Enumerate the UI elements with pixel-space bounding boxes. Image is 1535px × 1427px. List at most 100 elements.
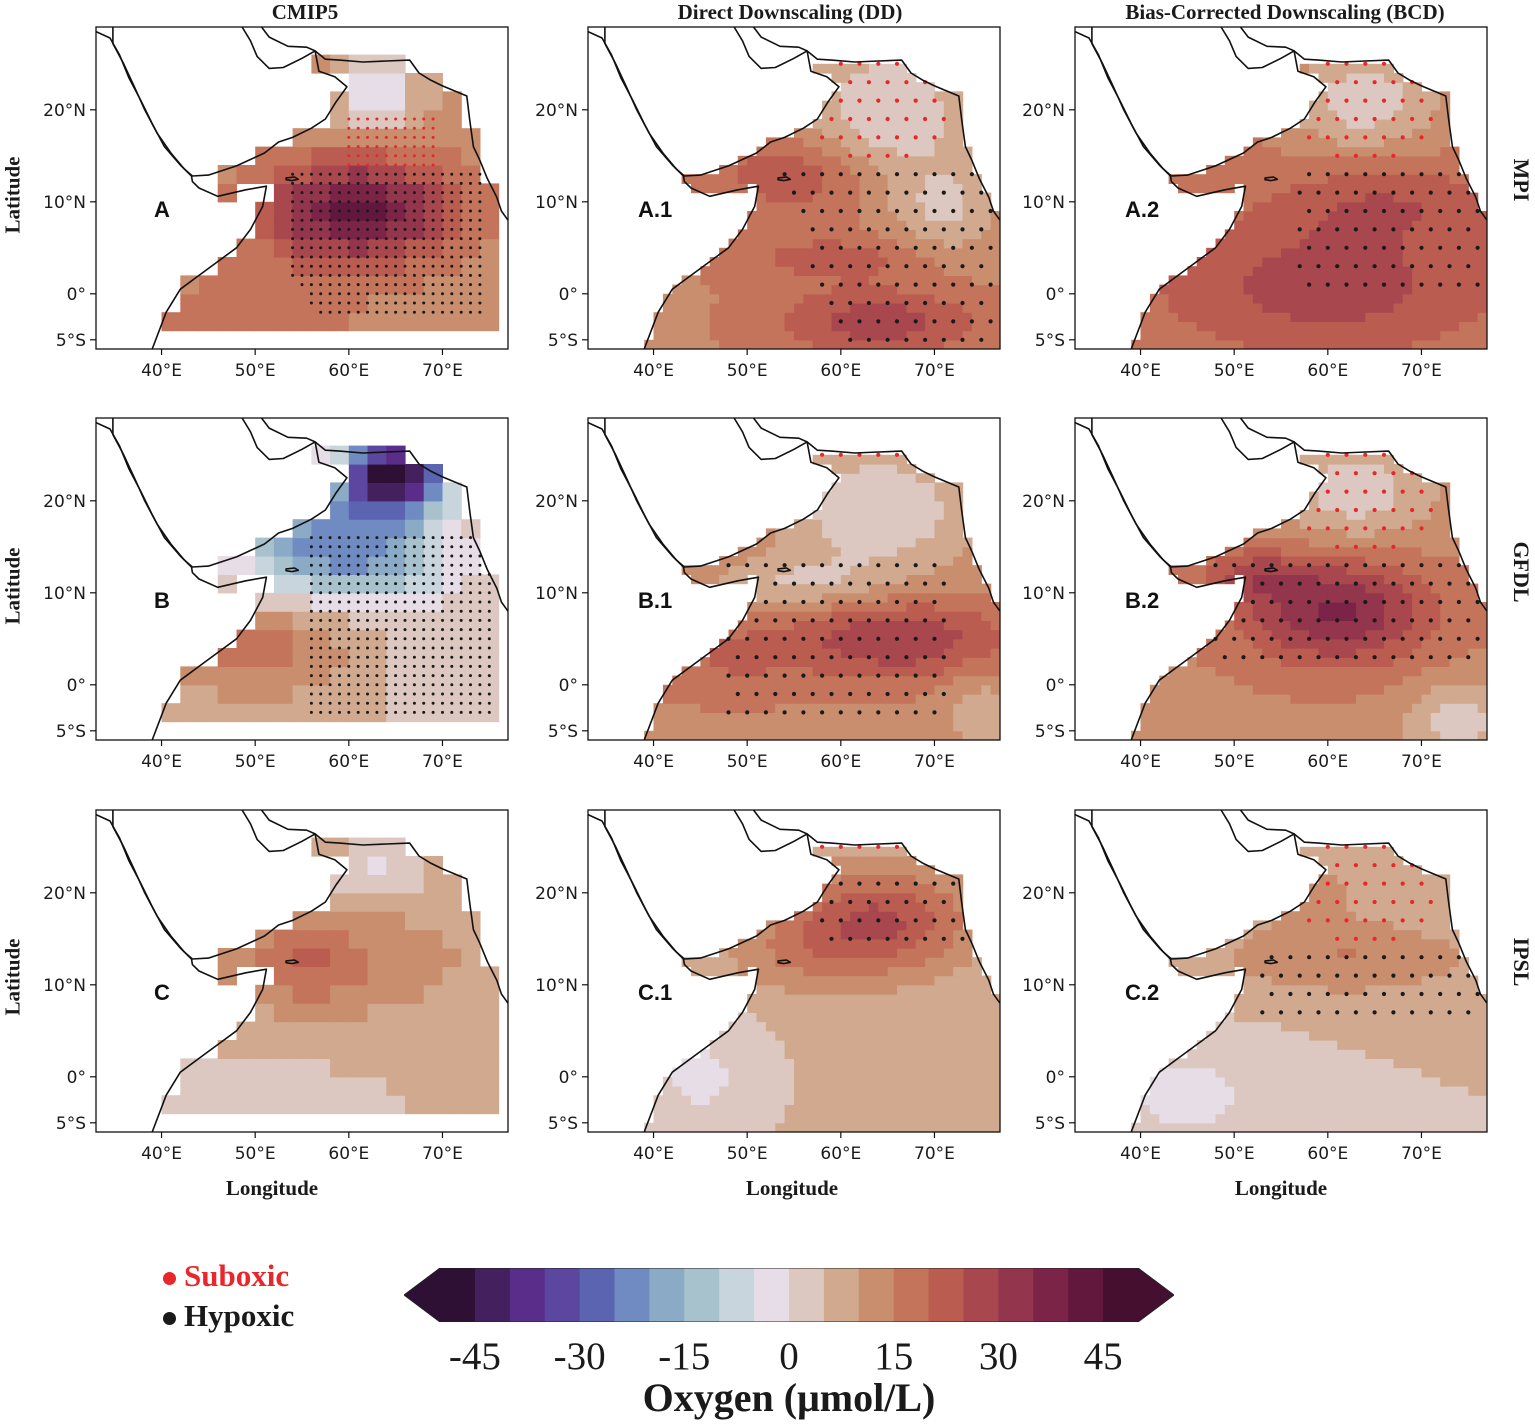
- hypoxic-marker: [441, 664, 444, 668]
- grid-cell: [1449, 565, 1460, 575]
- grid-cell: [822, 602, 833, 612]
- grid-cell: [831, 211, 842, 221]
- grid-cell: [672, 703, 683, 713]
- hypoxic-marker: [431, 554, 435, 558]
- grid-cell: [887, 293, 898, 304]
- grid-cell: [1440, 721, 1451, 732]
- grid-cell: [1374, 183, 1385, 194]
- grid-cell: [1430, 528, 1441, 539]
- grid-cell: [1449, 592, 1460, 603]
- grid-cell: [850, 528, 861, 539]
- grid-cell: [1327, 247, 1338, 258]
- hypoxic-marker: [366, 628, 369, 632]
- hypoxic-marker: [469, 582, 472, 586]
- grid-cell: [1224, 694, 1235, 704]
- grid-cell: [1374, 192, 1385, 203]
- grid-cell: [1374, 339, 1385, 349]
- grid-cell: [1252, 565, 1263, 575]
- grid-cell: [1243, 556, 1254, 566]
- grid-cell: [1402, 100, 1413, 111]
- hypoxic-marker: [469, 292, 472, 296]
- grid-cell: [479, 238, 500, 258]
- suboxic-marker: [857, 98, 862, 103]
- suboxic-marker: [431, 154, 435, 158]
- grid-cell: [878, 330, 889, 341]
- grid-cell: [1421, 629, 1432, 640]
- grid-cell: [803, 266, 814, 276]
- hypoxic-marker: [1297, 190, 1302, 195]
- grid-cell: [962, 556, 973, 566]
- suboxic-marker: [375, 135, 379, 139]
- grid-cell: [943, 293, 954, 304]
- grid-cell: [1449, 629, 1460, 640]
- grid-cell: [199, 1095, 219, 1115]
- hypoxic-marker: [848, 264, 853, 269]
- grid-cell: [1234, 556, 1245, 566]
- grid-cell: [1234, 211, 1245, 221]
- hypoxic-marker: [412, 674, 416, 678]
- grid-cell: [859, 257, 870, 267]
- grid-cell: [794, 192, 804, 203]
- hypoxic-marker: [459, 237, 463, 241]
- lat-tick-label: 5°S: [548, 331, 578, 351]
- grid-cell: [906, 602, 917, 612]
- hypoxic-marker: [412, 563, 416, 567]
- grid-cell: [719, 684, 730, 695]
- hypoxic-marker: [478, 582, 482, 586]
- grid-cell: [747, 275, 758, 286]
- grid-cell: [1224, 293, 1235, 304]
- grid-cell: [1393, 684, 1404, 695]
- hypoxic-marker: [422, 273, 426, 277]
- grid-cell: [1178, 565, 1188, 575]
- grid-cell: [925, 712, 936, 723]
- grid-cell: [442, 91, 462, 111]
- grid-cell: [756, 620, 767, 631]
- hypoxic-marker: [469, 692, 472, 696]
- grid-cell: [812, 528, 823, 539]
- grid-cell: [765, 155, 776, 166]
- grid-cell: [1271, 528, 1282, 539]
- hypoxic-marker: [478, 246, 482, 250]
- grid-cell: [737, 247, 748, 258]
- grid-cell: [1365, 721, 1376, 732]
- grid-cell: [1449, 293, 1460, 304]
- grid-cell: [709, 574, 720, 585]
- grid-cell: [953, 500, 964, 511]
- hypoxic-marker: [441, 273, 444, 277]
- grid-cell: [962, 211, 973, 221]
- grid-cell: [765, 165, 776, 175]
- grid-cell: [925, 257, 936, 267]
- grid-cell: [292, 556, 312, 575]
- grid-cell: [1290, 565, 1301, 575]
- hypoxic-marker: [366, 218, 369, 222]
- grid-cell: [1365, 537, 1376, 548]
- hypoxic-marker: [356, 563, 360, 567]
- hypoxic-marker: [450, 664, 454, 668]
- grid-cell: [953, 519, 964, 529]
- hypoxic-marker: [951, 245, 956, 250]
- grid-cell: [1168, 284, 1179, 295]
- grid-cell: [1449, 675, 1460, 686]
- grid-cell: [1374, 574, 1385, 585]
- grid-cell: [981, 257, 992, 267]
- grid-cell: [962, 703, 973, 713]
- grid-cell: [1355, 583, 1366, 594]
- hypoxic-marker: [328, 554, 332, 558]
- grid-cell: [1477, 284, 1487, 295]
- grid-cell: [747, 629, 758, 640]
- hypoxic-marker: [319, 191, 323, 195]
- grid-cell: [1140, 721, 1151, 732]
- grid-cell: [990, 312, 1000, 322]
- hypoxic-marker: [810, 264, 815, 269]
- hypoxic-marker: [384, 655, 388, 659]
- grid-cell: [1365, 119, 1376, 129]
- hypoxic-marker: [478, 674, 482, 678]
- hypoxic-marker: [422, 554, 426, 558]
- grid-cell: [1299, 528, 1310, 539]
- grid-cell: [756, 339, 767, 349]
- hypoxic-marker: [309, 292, 313, 296]
- hypoxic-marker: [469, 554, 472, 558]
- grid-cell: [1234, 638, 1245, 649]
- grid-cell: [1355, 247, 1366, 258]
- grid-cell: [887, 174, 898, 184]
